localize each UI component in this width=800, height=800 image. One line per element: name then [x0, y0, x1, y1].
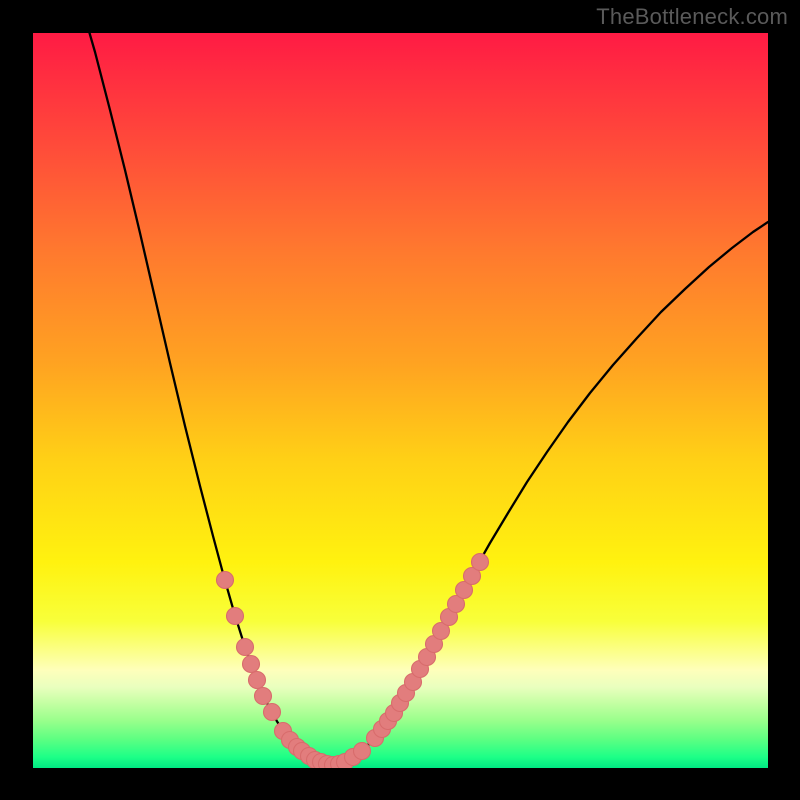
chart-container: TheBottleneck.com — [0, 0, 800, 800]
plot-background — [33, 33, 768, 768]
data-marker — [227, 608, 244, 625]
data-marker — [264, 704, 281, 721]
plot-svg — [0, 0, 800, 800]
data-marker — [249, 672, 266, 689]
data-marker — [237, 639, 254, 656]
data-marker — [354, 743, 371, 760]
data-marker — [217, 572, 234, 589]
watermark-text: TheBottleneck.com — [596, 4, 788, 30]
data-marker — [472, 554, 489, 571]
data-marker — [255, 688, 272, 705]
data-marker — [243, 656, 260, 673]
